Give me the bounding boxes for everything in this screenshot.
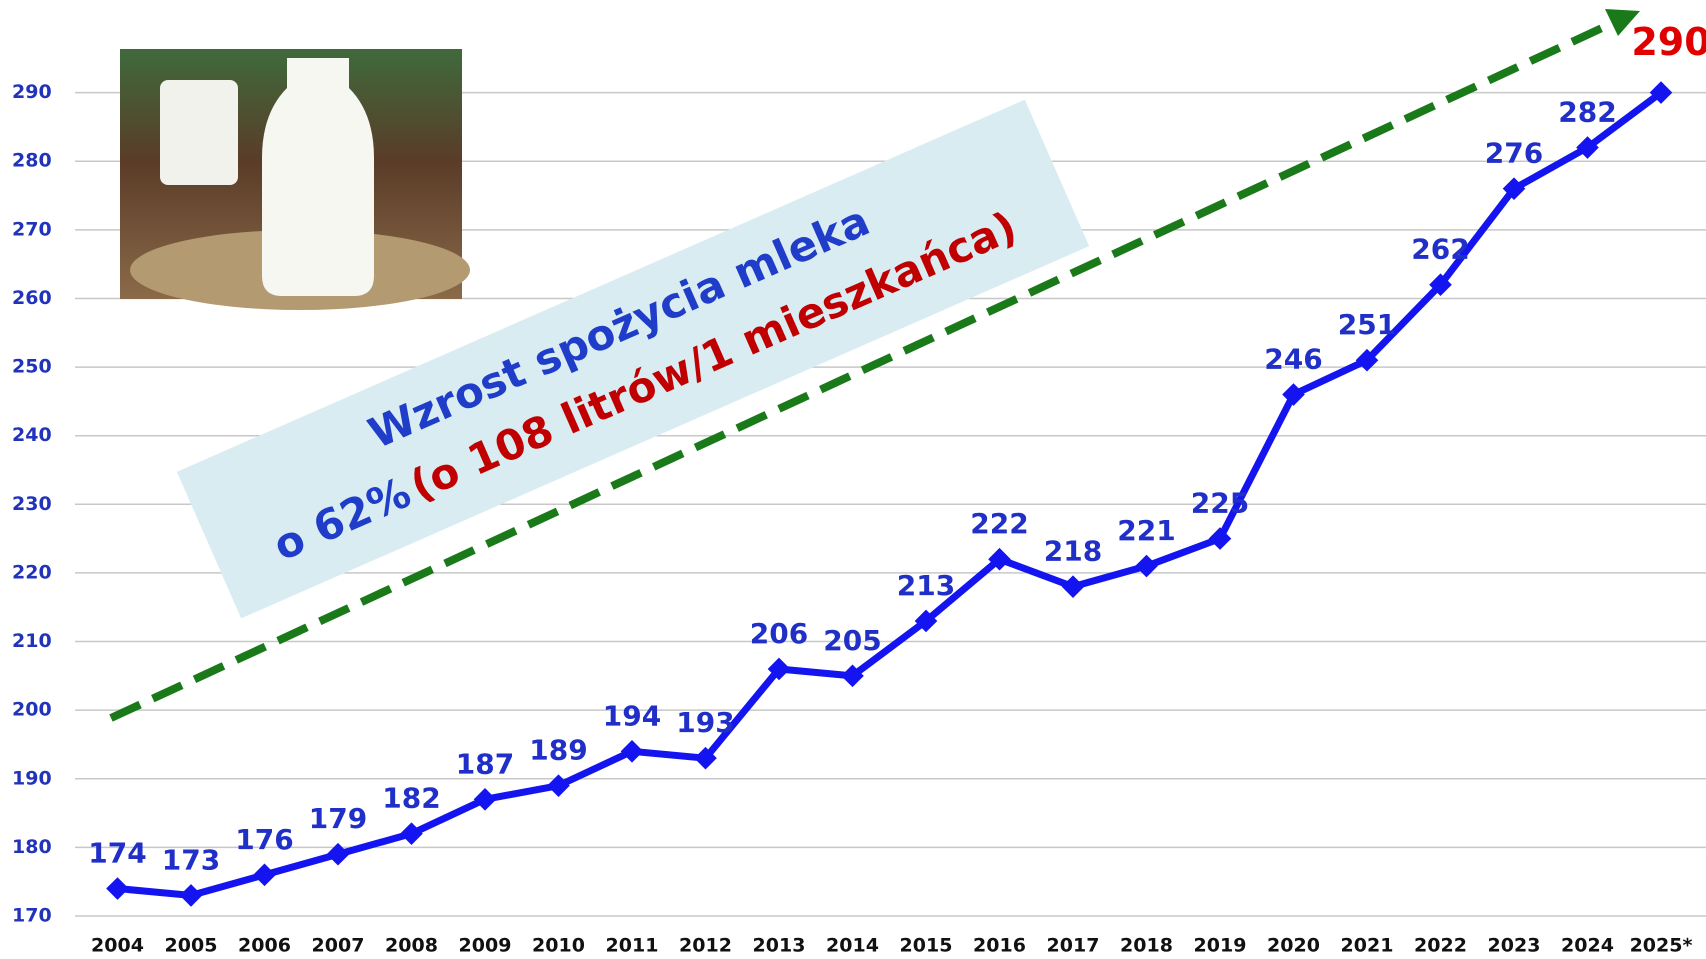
data-label: 206 [750,617,808,650]
x-tick-label: 2007 [312,935,365,957]
data-label: 187 [456,747,514,780]
y-tick-label: 220 [12,561,52,583]
data-label: 262 [1411,233,1469,266]
data-label: 290 [1631,20,1706,64]
data-label: 182 [382,782,440,815]
x-tick-label: 2023 [1488,935,1541,957]
data-label: 205 [823,624,881,657]
data-label: 218 [1044,535,1102,568]
y-tick-label: 190 [12,767,52,789]
data-point [621,740,644,763]
data-label: 176 [235,823,293,856]
data-label: 276 [1485,137,1543,170]
data-label: 251 [1338,308,1396,341]
x-tick-label: 2015 [900,935,953,957]
y-tick-label: 200 [12,699,52,721]
data-label: 174 [88,837,146,870]
data-point [327,843,350,866]
x-tick-label: 2004 [91,935,144,957]
data-label: 246 [1264,343,1322,376]
x-tick-label: 2021 [1341,935,1394,957]
y-tick-label: 180 [12,836,52,858]
x-tick-label: 2020 [1267,935,1320,957]
x-tick-label: 2017 [1047,935,1100,957]
y-tick-label: 290 [12,81,52,103]
data-point [1062,575,1085,598]
y-tick-label: 280 [12,150,52,172]
data-label: 173 [162,843,220,876]
x-tick-label: 2024 [1561,935,1614,957]
data-label: 194 [603,699,661,732]
data-label: 193 [676,706,734,739]
y-tick-label: 170 [12,905,52,927]
data-point [1135,555,1158,578]
x-tick-label: 2011 [606,935,659,957]
chart: Wzrost spożycia mleka o 62% (o 108 litró… [0,0,1706,959]
data-label: 222 [970,507,1028,540]
x-tick-label: 2018 [1120,935,1173,957]
data-point [400,822,423,845]
x-tick-label: 2005 [165,935,218,957]
data-point [253,864,276,887]
photo [120,49,470,310]
x-tick-label: 2022 [1414,935,1467,957]
data-point [180,884,203,907]
x-tick-label: 2010 [532,935,585,957]
y-tick-label: 230 [12,493,52,515]
x-tick-label: 2025* [1630,935,1693,957]
data-point [106,877,129,900]
data-label: 225 [1191,487,1249,520]
x-tick-label: 2008 [385,935,438,957]
x-tick-label: 2012 [679,935,732,957]
y-tick-label: 260 [12,287,52,309]
data-label: 221 [1117,514,1175,547]
data-point [474,788,497,811]
data-label: 189 [529,734,587,767]
data-label: 179 [309,802,367,835]
x-tick-label: 2006 [238,935,291,957]
y-tick-label: 240 [12,424,52,446]
data-point [547,774,570,797]
data-label: 282 [1558,96,1616,129]
data-label: 213 [897,569,955,602]
x-tick-label: 2013 [753,935,806,957]
x-tick-label: 2014 [826,935,879,957]
x-tick-label: 2009 [459,935,512,957]
y-tick-label: 210 [12,630,52,652]
x-tick-label: 2019 [1194,935,1247,957]
y-tick-label: 270 [12,218,52,240]
y-tick-label: 250 [12,356,52,378]
x-tick-label: 2016 [973,935,1026,957]
